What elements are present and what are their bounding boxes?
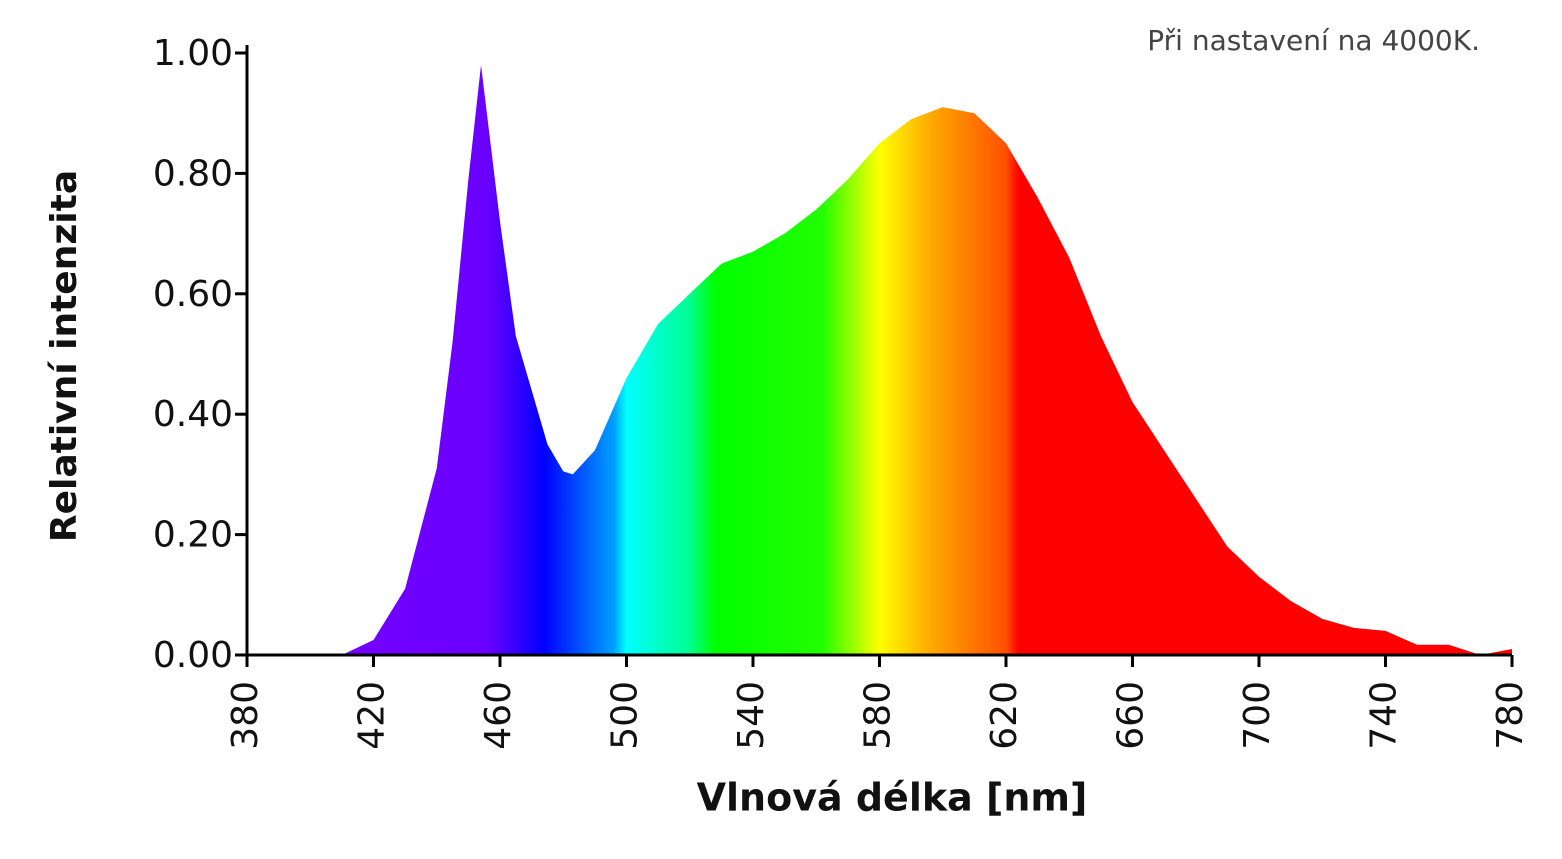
x-tick-label: 380 bbox=[225, 681, 266, 750]
y-tick-label: 0.20 bbox=[153, 515, 233, 556]
x-tick-label: 700 bbox=[1237, 681, 1278, 750]
y-tick-label: 0.40 bbox=[153, 394, 233, 435]
y-tick-label: 1.00 bbox=[153, 33, 233, 74]
spectrum-area bbox=[247, 65, 1512, 656]
y-tick-label: 0.00 bbox=[153, 635, 233, 676]
x-tick-label: 780 bbox=[1490, 681, 1531, 750]
x-tick-label: 620 bbox=[984, 681, 1025, 750]
x-tick-label: 500 bbox=[605, 681, 646, 750]
x-tick-label: 740 bbox=[1364, 681, 1405, 750]
y-axis-label: Relativní intenzita bbox=[44, 170, 85, 542]
y-tick-label: 0.60 bbox=[153, 274, 233, 315]
x-tick-label: 420 bbox=[352, 681, 393, 750]
x-tick-label: 460 bbox=[478, 681, 519, 750]
x-tick-label: 660 bbox=[1111, 681, 1152, 750]
x-tick-label: 580 bbox=[858, 681, 899, 750]
y-tick-label: 0.80 bbox=[153, 153, 233, 194]
x-tick-label: 540 bbox=[731, 681, 772, 750]
x-axis-label: Vlnová délka [nm] bbox=[697, 776, 1088, 820]
note: Při nastavení na 4000K. bbox=[1147, 24, 1480, 57]
